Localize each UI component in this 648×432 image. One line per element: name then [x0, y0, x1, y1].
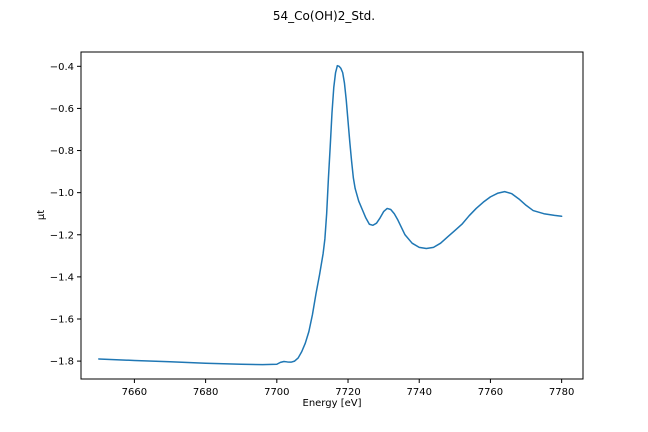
y-tick-label: −1.8 — [50, 357, 74, 368]
y-tick-label: −0.6 — [50, 104, 74, 115]
x-axis-label: Energy [eV] — [303, 398, 362, 409]
y-axis-label: μt — [36, 210, 47, 220]
x-tick-label: 7700 — [264, 387, 289, 398]
x-axis: 7660 7680 7700 7720 7740 7760 7780 — [122, 379, 574, 398]
y-tick-label: −0.4 — [50, 62, 74, 73]
series-line — [98, 64, 563, 366]
x-tick-label: 7780 — [549, 387, 574, 398]
y-tick-label: −1.0 — [50, 188, 74, 199]
y-tick-label: −1.2 — [50, 230, 74, 241]
y-tick-label: −1.4 — [50, 272, 74, 283]
y-tick-label: −1.6 — [50, 314, 74, 325]
y-axis: −1.8 −1.6 −1.4 −1.2 −1.0 −0.8 −0.6 −0.4 — [50, 62, 81, 368]
x-tick-label: 7680 — [193, 387, 218, 398]
chart-title: 54_Co(OH)2_Std. — [273, 9, 375, 23]
y-tick-label: −0.8 — [50, 146, 74, 157]
x-tick-label: 7720 — [335, 387, 360, 398]
x-tick-label: 7740 — [407, 387, 432, 398]
x-tick-label: 7660 — [122, 387, 147, 398]
plot-frame — [80, 51, 584, 380]
x-tick-label: 7760 — [478, 387, 503, 398]
